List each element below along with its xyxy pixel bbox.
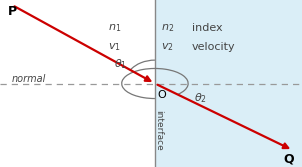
Text: $n_1$: $n_1$	[108, 23, 121, 34]
Text: $v_1$: $v_1$	[108, 41, 121, 53]
Text: Q: Q	[284, 153, 294, 166]
Text: P: P	[8, 5, 17, 18]
Text: $n_2$: $n_2$	[161, 23, 174, 34]
Bar	[155, 0, 302, 167]
Text: O: O	[158, 90, 166, 100]
Text: interface: interface	[154, 110, 163, 151]
Text: normal: normal	[12, 74, 47, 84]
Bar	[0, 0, 155, 167]
Text: index: index	[192, 23, 222, 33]
Text: $\theta_1$: $\theta_1$	[114, 57, 127, 71]
Text: $\theta_2$: $\theta_2$	[194, 92, 207, 105]
Text: $v_2$: $v_2$	[161, 41, 174, 53]
Text: velocity: velocity	[192, 42, 235, 52]
